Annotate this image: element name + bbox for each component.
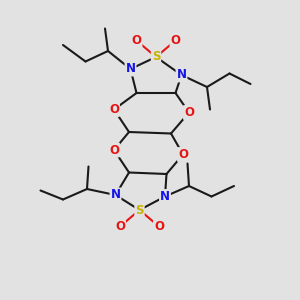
Text: O: O bbox=[115, 220, 125, 233]
Text: O: O bbox=[178, 148, 188, 161]
Text: N: N bbox=[125, 62, 136, 76]
Text: S: S bbox=[135, 203, 144, 217]
Text: O: O bbox=[170, 34, 181, 47]
Text: O: O bbox=[154, 220, 164, 233]
Text: N: N bbox=[110, 188, 121, 202]
Text: N: N bbox=[160, 190, 170, 203]
Text: S: S bbox=[152, 50, 160, 64]
Text: O: O bbox=[109, 103, 119, 116]
Text: O: O bbox=[184, 106, 194, 119]
Text: N: N bbox=[176, 68, 187, 82]
Text: O: O bbox=[131, 34, 142, 47]
Text: O: O bbox=[109, 143, 119, 157]
